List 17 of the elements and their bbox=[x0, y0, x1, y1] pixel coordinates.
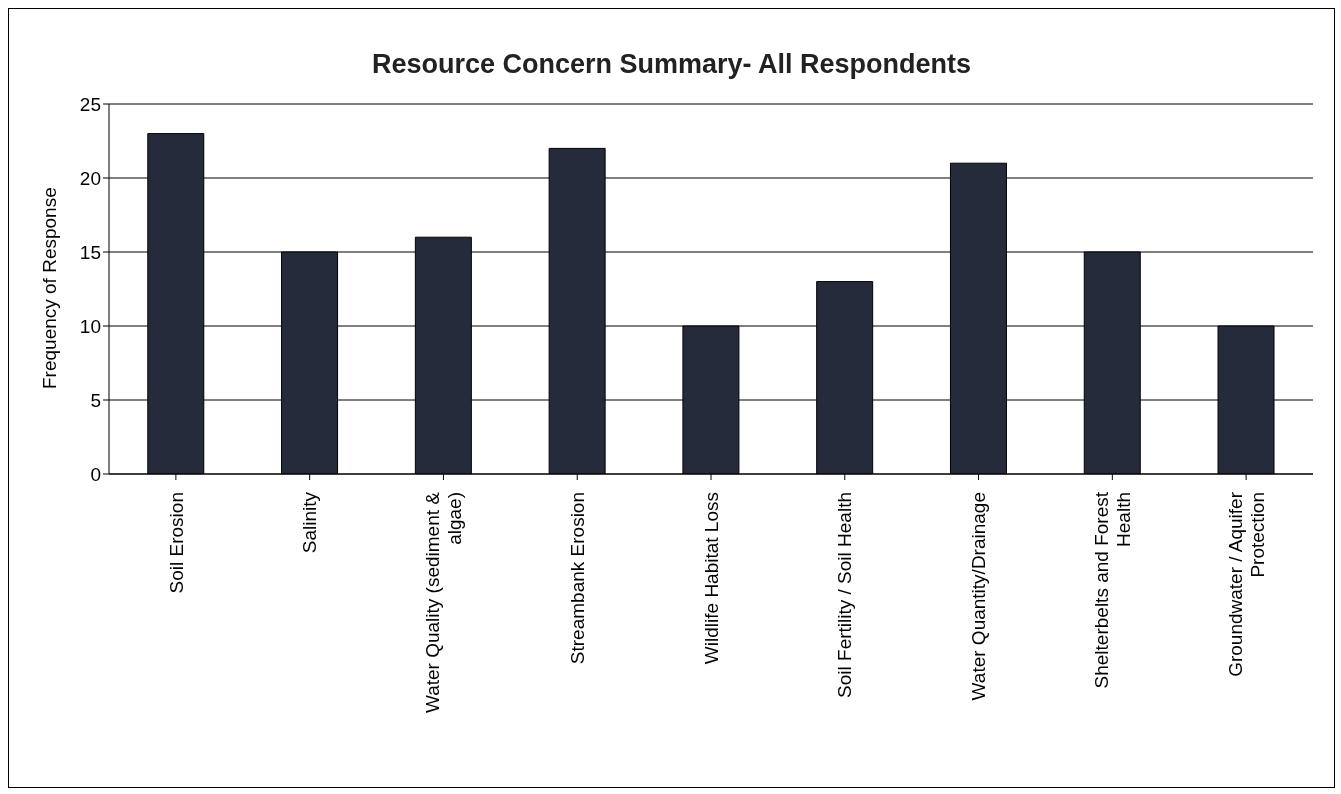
x-tick-label: Streambank Erosion bbox=[566, 492, 588, 665]
x-tick-label: Wildlife Habitat Loss bbox=[700, 492, 722, 665]
y-tick-label: 25 bbox=[79, 93, 101, 115]
y-tick-label: 5 bbox=[90, 389, 101, 411]
chart-title: Resource Concern Summary- All Respondents bbox=[370, 49, 973, 80]
x-tick-label: Groundwater / Aquifer Protection bbox=[1224, 491, 1268, 677]
x-tick-label: Water Quantity/Drainage bbox=[968, 492, 990, 701]
x-tick-label: Soil Fertility / Soil Health bbox=[834, 492, 856, 698]
y-tick-label: 0 bbox=[90, 463, 101, 485]
y-axis-title: Frequency of Response bbox=[38, 187, 60, 389]
y-tick-label: 15 bbox=[79, 241, 101, 263]
y-tick-label: 20 bbox=[79, 167, 101, 189]
y-tick-label: 10 bbox=[79, 315, 101, 337]
x-tick-label: Water Quality (sediment & algae) bbox=[422, 491, 466, 714]
x-tick-label: Shelterbelts and Forest Health bbox=[1091, 491, 1134, 689]
x-tick-label: Soil Erosion bbox=[165, 492, 187, 594]
x-tick-label: Salinity bbox=[299, 491, 321, 554]
